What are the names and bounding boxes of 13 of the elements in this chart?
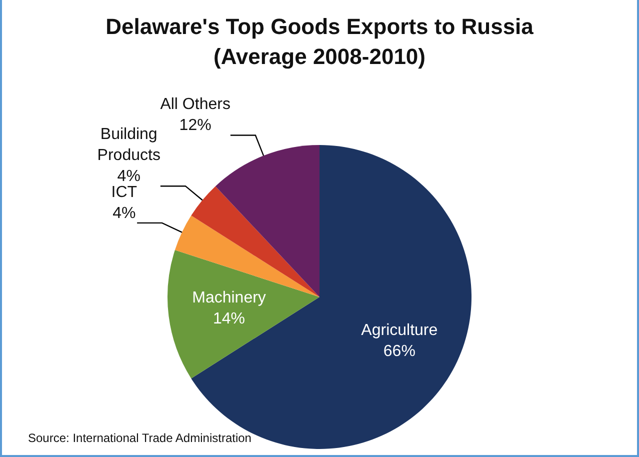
data-label: 14% — [213, 310, 246, 328]
slice-label: All Others — [160, 96, 230, 114]
source-note: Source: International Trade Administration — [28, 431, 252, 445]
data-label: 12% — [179, 117, 212, 134]
data-label: 66% — [383, 342, 416, 360]
slice-label: Machinery — [192, 289, 266, 306]
slice-label: ICT — [111, 184, 138, 201]
data-label: 4% — [117, 168, 140, 185]
chart-title: Delaware's Top Goods Exports to Russia — [104, 14, 534, 40]
chart-subtitle: (Average 2008-2010) — [212, 44, 426, 70]
slice-label: Building Products — [97, 126, 160, 164]
data-label: 4% — [112, 204, 136, 222]
slice-label: Agriculture — [361, 322, 438, 339]
